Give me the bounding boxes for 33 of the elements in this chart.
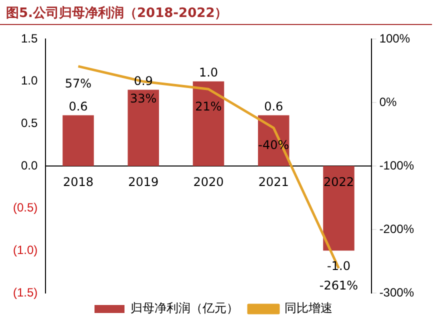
y-tick-label: (0.5) — [12, 200, 38, 215]
bar — [192, 81, 224, 166]
x-tick-label: 2019 — [128, 175, 159, 190]
y2-tick-label: 0% — [379, 94, 397, 109]
x-tick-label: 2022 — [323, 175, 354, 190]
x-tick-label: 2020 — [193, 175, 224, 190]
y2-tick-label: -100% — [379, 158, 414, 172]
bar — [62, 115, 94, 166]
chart-title: 图5.公司归母净利润（2018-2022） — [0, 0, 432, 25]
data-label: -40% — [258, 138, 290, 152]
bar — [323, 166, 354, 251]
y2-tick-label: -300% — [379, 285, 414, 300]
data-label: 0.6 — [264, 99, 284, 114]
data-label: -1.0 — [327, 258, 350, 273]
legend-label: 归母净利润（亿元） — [130, 301, 238, 316]
data-label: 1.0 — [198, 65, 218, 80]
data-label: -261% — [319, 278, 358, 292]
y-tick-label: 0.0 — [20, 158, 38, 172]
data-label: 57% — [64, 76, 92, 90]
x-tick-label: 2021 — [258, 175, 289, 190]
data-label: 21% — [195, 99, 222, 114]
data-label: 0.6 — [68, 99, 88, 114]
x-tick-label: 2018 — [62, 175, 94, 190]
legend-label: 同比增速 — [284, 301, 332, 316]
y-tick-label: 0.5 — [20, 116, 38, 130]
y-tick-label: (1.0) — [12, 242, 38, 257]
data-label: 33% — [130, 92, 157, 106]
bar — [128, 90, 159, 166]
y2-tick-label: 100% — [379, 31, 410, 46]
y2-tick-label: -200% — [379, 222, 414, 236]
y-tick-label: 1.5 — [20, 31, 38, 46]
y-tick-label: (1.5) — [12, 285, 38, 300]
y-tick-label: 1.0 — [20, 74, 38, 88]
